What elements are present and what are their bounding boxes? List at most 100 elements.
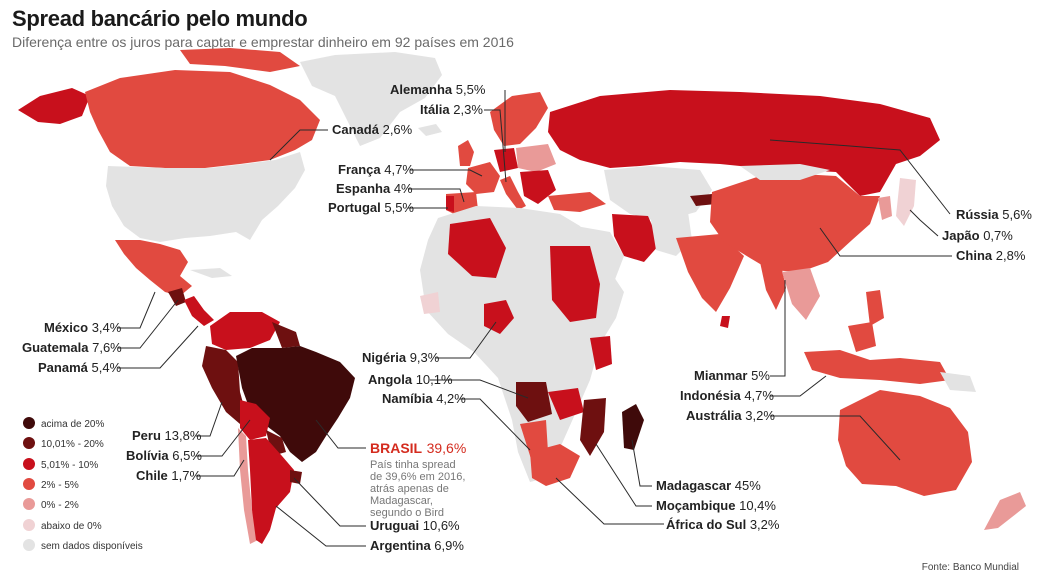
label-mexico: México 3,4% [44,320,122,335]
region-china [710,174,880,272]
legend-swatch-6 [23,539,35,551]
legend-label-2: 5,01% - 10% [41,460,98,471]
legend: acima de 20% 10,01% - 20% 5,01% - 10% 2%… [23,417,143,552]
region-canada-arctic [180,48,300,72]
region-cuba [190,268,232,278]
legend-label-1: 10,01% - 20% [41,439,104,450]
region-india [676,234,744,312]
brazil-note-4: Madagascar, [370,495,433,507]
legend-swatch-1 [23,437,35,449]
brazil-note-3: atrás apenas de [370,483,449,495]
region-indonesia [804,350,950,384]
label-portugal: Portugal 5,5% [328,200,414,215]
brazil-note-2: de 39,6% em 2016, [370,471,465,483]
region-borneo [848,322,876,352]
region-png [940,372,976,392]
legend-label-0: acima de 20% [41,419,104,430]
region-italy [500,176,526,210]
region-korea [878,196,892,220]
region-egypt-sudan [550,246,600,322]
region-canada [85,70,320,168]
legend-label-3: 2% - 5% [41,480,79,491]
legend-swatch-5 [23,519,35,531]
region-central-america [184,296,214,326]
chart-title: Spread bancário pelo mundo [12,6,308,31]
label-mianmar: Mianmar 5% [694,368,770,383]
region-new-zealand [984,492,1026,530]
label-namibia: Namíbia 4,2% [382,391,466,406]
label-panama: Panamá 5,4% [38,360,122,375]
region-thailand [782,268,820,320]
label-chile: Chile 1,7% [136,468,201,483]
region-myanmar [760,260,786,310]
label-canada: Canadá 2,6% [332,122,413,137]
land-layer [18,48,1026,544]
label-japao: Japão 0,7% [942,228,1013,243]
label-russia: Rússia 5,6% [956,207,1032,222]
leader-lines [118,90,952,547]
label-bolivia: Bolívia 6,5% [126,448,202,463]
label-peru: Peru 13,8% [132,428,202,443]
label-franca: França 4,7% [338,162,414,177]
brazil-callout: BRASIL 39,6% País tinha spread de 39,6% … [370,440,466,519]
region-usa [106,152,305,242]
region-algeria [448,218,506,278]
region-central-europe [516,144,556,172]
label-africa-do-sul: África do Sul 3,2% [666,517,780,532]
region-srilanka [720,316,730,328]
region-nigeria [484,300,514,334]
region-madagascar [622,404,644,450]
region-portugal [446,196,454,212]
chart-subtitle: Diferença entre os juros para captar e e… [12,34,514,50]
label-madagascar: Madagascar 45% [656,478,761,493]
region-turkey [548,192,606,212]
brazil-label: BRASIL 39,6% [370,440,466,457]
label-indonesia: Indonésia 4,7% [680,388,774,403]
region-zambia [548,388,584,420]
region-germany [494,148,518,172]
region-central-asia [604,166,712,222]
legend-swatch-4 [23,498,35,510]
label-argentina: Argentina 6,9% [370,538,464,553]
region-alaska [18,88,90,124]
region-kenya [590,336,612,370]
region-iceland [418,124,442,136]
region-australia [838,390,972,496]
label-uruguai: Uruguai 10,6% [370,518,460,533]
legend-label-4: 0% - 2% [41,500,79,511]
region-guianas [272,322,300,348]
region-greenland [300,52,442,146]
label-nigeria: Nigéria 9,3% [362,350,440,365]
source-note: Fonte: Banco Mundial [921,562,1019,573]
label-guatemala: Guatemala 7,6% [22,340,122,355]
legend-label-6: sem dados disponíveis [41,541,143,552]
label-mocambique: Moçambique 10,4% [656,498,776,513]
region-peru [202,346,246,424]
region-france [466,162,500,194]
label-china: China 2,8% [956,248,1026,263]
region-russia [548,90,940,196]
legend-swatch-2 [23,458,35,470]
region-venezuela [210,312,280,350]
label-australia: Austrália 3,2% [686,408,775,423]
region-guatemala [168,288,186,306]
region-uruguay [290,470,302,484]
region-south-africa [530,444,580,486]
region-bolivia [240,400,270,440]
region-mozambique [580,398,606,456]
region-westafrica [420,292,440,314]
region-mexico [115,240,192,296]
region-philippines [866,290,884,326]
region-balkans [520,170,556,204]
region-japan [896,178,916,226]
country-labels: Alemanha 5,5% Itália 2,3% Canadá 2,6% Fr… [22,82,1032,553]
legend-swatch-3 [23,478,35,490]
region-iran [612,214,660,262]
region-kyrgyz [690,194,716,206]
label-angola: Angola 10,1% [368,372,453,387]
region-mongolia [740,164,830,180]
legend-swatch-0 [23,417,35,429]
region-uk [458,140,474,166]
legend-label-5: abaixo de 0% [41,521,102,532]
